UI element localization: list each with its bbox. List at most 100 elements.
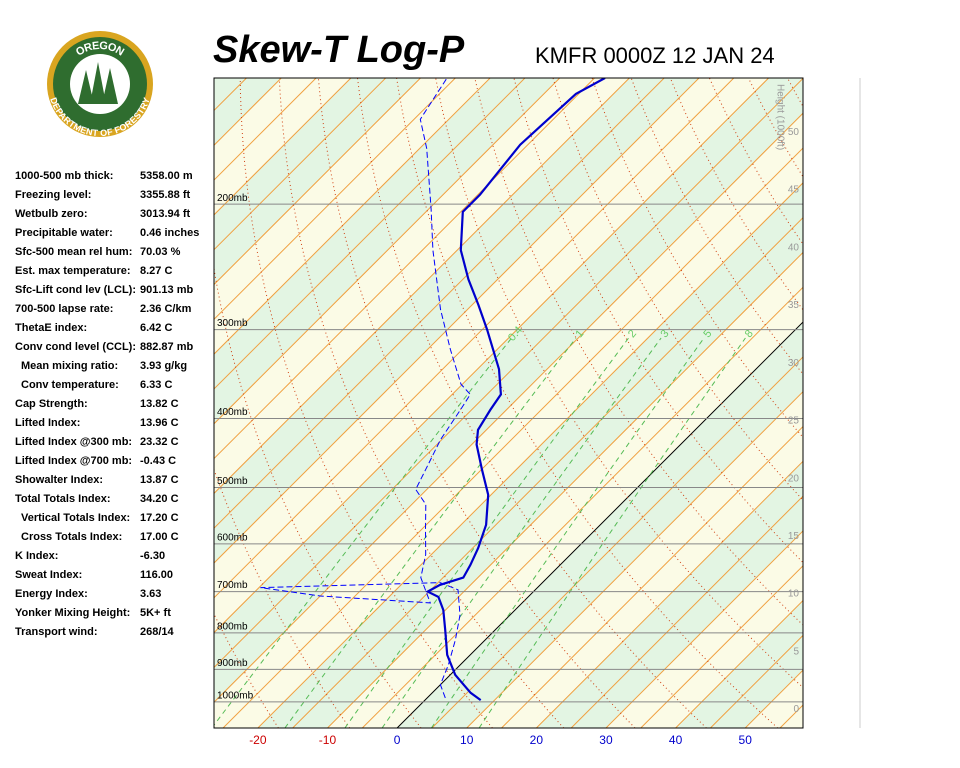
- logo: OREGON DEPARTMENT OF FORESTRY: [47, 31, 153, 138]
- height-label: 40: [788, 242, 800, 253]
- isotherm: [675, 599, 803, 728]
- index-value: 34.20 C: [140, 493, 179, 505]
- dry-adiabat: [905, 78, 960, 728]
- dry-adiabat: [944, 78, 960, 728]
- index-label: Lifted Index:: [15, 417, 80, 429]
- mixing-ratio-line: [284, 337, 577, 728]
- index-label: Freezing level:: [15, 189, 91, 201]
- index-value: 13.82 C: [140, 398, 179, 410]
- dry-adiabat: [278, 78, 565, 728]
- x-tick-label: 40: [669, 733, 683, 747]
- isotherm: [214, 78, 456, 321]
- dry-adiabat: [239, 78, 493, 728]
- height-label: 5: [793, 646, 799, 657]
- height-label: 35: [788, 300, 800, 311]
- isotherm: [466, 391, 803, 728]
- height-label: 25: [788, 416, 800, 427]
- plot-area: [214, 78, 960, 728]
- index-value: 3.63: [140, 588, 161, 600]
- isotherm: [214, 78, 665, 529]
- x-tick-label: 50: [739, 733, 753, 747]
- height-label: 50: [788, 127, 800, 138]
- logo-top: OREGON: [74, 40, 126, 59]
- index-label: Cap Strength:: [15, 398, 88, 410]
- index-value: 116.00: [140, 569, 173, 581]
- index-label: Sfc-500 mean rel hum:: [15, 246, 132, 258]
- index-label: Showalter Index:: [15, 474, 103, 486]
- index-value: 17.00 C: [140, 531, 179, 543]
- index-value: 70.03 %: [140, 246, 181, 258]
- index-label: Sfc-Lift cond lev (LCL):: [15, 284, 136, 296]
- isotherm: [214, 78, 387, 251]
- x-tick-label: -20: [249, 733, 267, 747]
- station: KMFR 0000Z 12 JAN 24: [535, 43, 775, 68]
- index-label: Precipitable water:: [15, 227, 113, 239]
- title: Skew-T Log-P: [213, 29, 465, 71]
- index-value: 3355.88 ft: [140, 189, 190, 201]
- mixing-ratio-line: [214, 337, 512, 726]
- index-value: 2.36 C/km: [140, 303, 192, 315]
- index-value: 8.27 C: [140, 265, 172, 277]
- x-tick-label: 20: [530, 733, 544, 747]
- index-label: Conv temperature:: [21, 379, 119, 391]
- index-label: Vertical Totals Index:: [21, 512, 130, 524]
- isotherm-band: [214, 78, 803, 703]
- index-value: 5K+ ft: [140, 607, 171, 619]
- zero-isotherm: [396, 321, 803, 728]
- index-label: 1000-500 mb thick:: [15, 170, 113, 182]
- index-label: Energy Index:: [15, 588, 88, 600]
- index-value: 23.32 C: [140, 436, 179, 448]
- index-label: Mean mixing ratio:: [21, 360, 118, 372]
- isotherm: [257, 182, 803, 728]
- isotherm: [214, 78, 561, 425]
- pressure-label: 300mb: [217, 318, 248, 329]
- isotherm: [214, 78, 526, 390]
- height-axis-label: Height (1000ft): [774, 84, 785, 150]
- isotherm: [779, 704, 803, 728]
- index-value: -6.30: [140, 550, 165, 562]
- index-label: Cross Totals Index:: [21, 531, 122, 543]
- index-value: 0.46 inches: [140, 227, 199, 239]
- index-label: 700-500 lapse rate:: [15, 303, 113, 315]
- isotherm: [361, 286, 803, 728]
- isotherm: [214, 78, 630, 495]
- isotherm: [214, 78, 352, 216]
- x-tick-label: 30: [599, 733, 613, 747]
- isotherm: [327, 251, 803, 728]
- index-label: Total Totals Index:: [15, 493, 111, 505]
- logo-trees: [78, 62, 118, 104]
- dry-adiabat: [317, 78, 636, 728]
- index-label: Conv cond level (CCL):: [15, 341, 136, 353]
- index-value: 901.13 mb: [140, 284, 193, 296]
- index-value: 6.33 C: [140, 379, 172, 391]
- index-value: 882.87 mb: [140, 341, 193, 353]
- isotherm: [501, 425, 803, 728]
- isotherm: [605, 530, 803, 728]
- index-label: Est. max temperature:: [15, 265, 131, 277]
- pressure-label: 800mb: [217, 622, 248, 633]
- isotherm: [535, 460, 803, 728]
- isotherm: [214, 78, 803, 669]
- height-label: 30: [788, 358, 800, 369]
- isotherm: [214, 78, 700, 564]
- isotherm: [570, 495, 803, 728]
- dry-adiabat: [214, 468, 351, 728]
- mixing-ratio-line: [430, 337, 705, 728]
- dewpoint-profile: [260, 78, 471, 699]
- height-label: 20: [788, 473, 800, 484]
- index-label: Sweat Index:: [15, 569, 82, 581]
- index-label: K Index:: [15, 550, 58, 562]
- height-label: 10: [788, 589, 800, 600]
- index-label: Lifted Index @700 mb:: [15, 455, 132, 467]
- height-label: 0: [793, 704, 799, 715]
- index-label: Lifted Index @300 mb:: [15, 436, 132, 448]
- isotherm: [292, 216, 803, 728]
- isotherm: [214, 78, 769, 634]
- isotherm: [214, 78, 491, 355]
- pressure-label: 400mb: [217, 407, 248, 418]
- dry-adiabat: [866, 78, 960, 728]
- mixing-ratio-line: [381, 337, 662, 728]
- isotherm: [222, 147, 803, 728]
- isotherm: [214, 78, 735, 599]
